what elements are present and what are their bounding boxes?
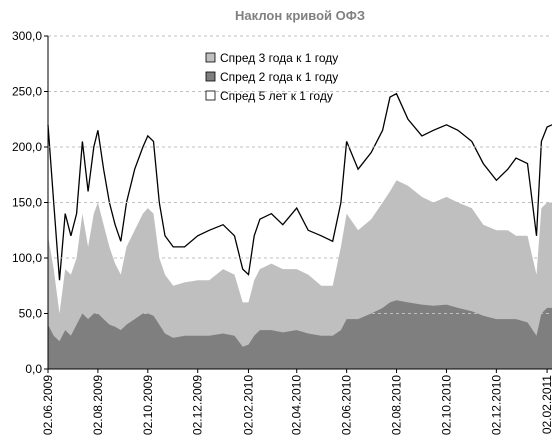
y-tick-label: 100,0 (12, 251, 42, 265)
y-tick-label: 0,0 (25, 362, 42, 376)
legend-swatch (205, 90, 216, 101)
x-tick-label: 02.10.2009 (141, 375, 155, 435)
x-tick-label: 02.04.2010 (290, 375, 304, 435)
y-tick-label: 200,0 (12, 140, 42, 154)
y-tick-label: 50,0 (19, 307, 43, 321)
y-tick-label: 250,0 (12, 85, 42, 99)
x-tick-label: 02.06.2010 (340, 375, 354, 435)
legend-label: Спред 3 года к 1 году (220, 51, 338, 65)
chart-title: Наклон кривой ОФЗ (235, 8, 365, 23)
legend-label: Спред 5 лет к 1 году (220, 89, 333, 103)
x-tick-label: 02.06.2009 (41, 375, 55, 435)
area (48, 300, 552, 369)
x-tick-label: 02.02.2011 (540, 375, 552, 434)
x-tick-label: 02.12.2009 (191, 375, 205, 435)
legend-swatch (205, 52, 216, 63)
x-tick-label: 02.02.2010 (241, 375, 255, 435)
line (47, 92, 552, 281)
x-tick-label: 02.08.2010 (390, 375, 404, 435)
x-tick-label: 02.12.2010 (489, 375, 503, 435)
legend-label: Спред 2 года к 1 году (220, 70, 338, 84)
legend-swatch (205, 71, 216, 82)
x-tick-label: 02.08.2009 (91, 375, 105, 435)
y-tick-label: 150,0 (12, 196, 42, 210)
y-tick-label: 300,0 (12, 29, 42, 43)
x-tick-label: 02.10.2010 (439, 375, 453, 435)
